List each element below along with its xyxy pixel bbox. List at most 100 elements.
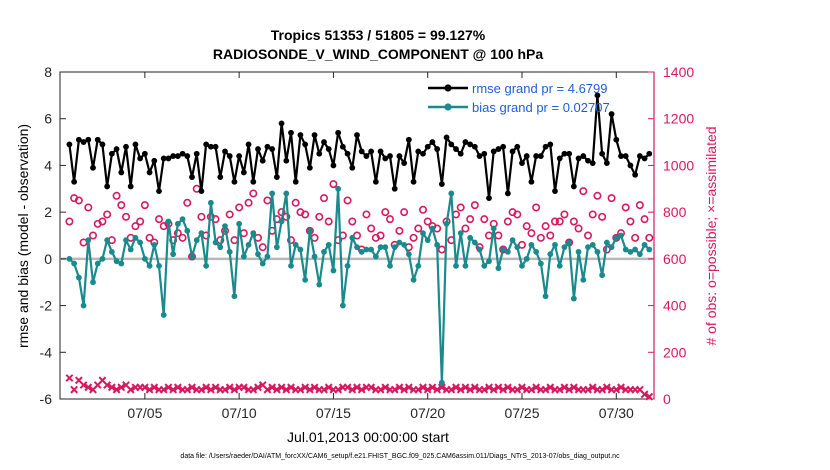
bias-point xyxy=(552,241,558,248)
obs-assimilated-point xyxy=(565,385,574,394)
rmse-point xyxy=(292,178,299,185)
legend-bias-label: bias grand pr = 0.02707 xyxy=(472,100,610,115)
bias-point xyxy=(335,185,342,192)
bias-point xyxy=(500,246,507,253)
bias-point xyxy=(179,216,186,223)
bias-point xyxy=(533,248,540,255)
rmse-point xyxy=(556,155,563,162)
y-tick-label-right: 400 xyxy=(663,298,687,314)
obs-possible-point xyxy=(579,187,588,196)
obs-possible-point xyxy=(319,194,328,203)
subtitle: RADIOSONDE_V_WIND_COMPONENT @ 100 hPa xyxy=(213,46,543,62)
bias-point xyxy=(443,220,450,227)
rmse-point xyxy=(420,150,426,157)
rmse-point xyxy=(165,155,172,162)
bias-point xyxy=(339,302,346,309)
rmse-point xyxy=(231,178,238,185)
bias-point xyxy=(396,239,403,246)
bias-point xyxy=(264,253,271,260)
obs-assimilated-point xyxy=(230,385,239,394)
rmse-point xyxy=(170,153,177,159)
obs-assimilated-point xyxy=(381,383,390,392)
bias-point xyxy=(123,237,129,244)
rmse-point xyxy=(297,132,304,138)
bias-point xyxy=(146,262,153,269)
obs-assimilated-point xyxy=(211,383,220,392)
obs-assimilated-point xyxy=(206,385,215,394)
rmse-point xyxy=(405,136,412,143)
plot-area xyxy=(59,71,655,400)
rmse-point xyxy=(151,157,158,164)
rmse-point xyxy=(391,185,398,192)
obs-assimilated-point xyxy=(404,383,413,392)
obs-possible-point xyxy=(329,180,338,189)
obs-possible-point xyxy=(598,212,607,221)
rmse-point xyxy=(490,148,497,155)
bias-point xyxy=(410,276,417,283)
obs-possible-point xyxy=(301,210,310,219)
obs-possible-point xyxy=(136,217,145,226)
rmse-point xyxy=(387,153,393,159)
rmse-point xyxy=(632,171,639,178)
bias-point xyxy=(467,234,474,241)
rmse-point xyxy=(438,181,445,188)
bias-point xyxy=(288,262,294,269)
obs-possible-point xyxy=(503,217,512,226)
y-tick-label-right: 600 xyxy=(663,251,687,267)
rmse-point xyxy=(156,188,162,195)
obs-assimilated-point xyxy=(428,383,437,392)
obs-assimilated-point xyxy=(324,383,333,392)
obs-assimilated-point xyxy=(107,383,116,392)
legend-rmse-marker xyxy=(444,84,452,92)
bias-point xyxy=(632,246,639,253)
bias-point xyxy=(160,312,167,318)
bias-point xyxy=(222,223,228,230)
rmse-point xyxy=(259,157,266,164)
obs-assimilated-point xyxy=(84,383,93,392)
obs-assimilated-point xyxy=(499,385,508,394)
bias-point xyxy=(561,244,568,251)
y-axis-label-right: # of obs: o=possible; ×=assimilated xyxy=(703,126,719,345)
rmse-point xyxy=(288,129,294,136)
bias-point xyxy=(537,260,544,267)
bias-point xyxy=(622,246,629,253)
bias-point xyxy=(198,230,205,237)
bias-point xyxy=(363,246,370,253)
bias-point xyxy=(344,262,351,269)
bias-point xyxy=(174,220,181,227)
y-tick-label-right: 1000 xyxy=(663,157,694,173)
obs-possible-point xyxy=(541,222,550,231)
obs-possible-point xyxy=(574,224,583,233)
bias-point xyxy=(486,258,492,265)
rmse-point xyxy=(410,178,417,185)
obs-assimilated-point xyxy=(221,385,229,394)
rmse-point xyxy=(504,190,511,197)
bias-point xyxy=(108,248,115,255)
rmse-point xyxy=(453,146,459,152)
obs-possible-point xyxy=(560,210,569,219)
rmse-point xyxy=(457,150,464,157)
rmse-point xyxy=(160,155,167,162)
x-tick-label: 07/05 xyxy=(127,405,162,421)
bias-point xyxy=(278,218,285,225)
bias-point xyxy=(283,190,290,197)
obs-possible-point xyxy=(367,224,376,233)
rmse-point xyxy=(226,153,233,159)
bias-point xyxy=(85,237,92,244)
bias-point xyxy=(490,225,497,232)
obs-assimilated-point xyxy=(390,385,399,394)
rmse-point xyxy=(434,146,441,152)
obs-possible-point xyxy=(546,231,555,240)
obs-possible-point xyxy=(385,215,394,224)
bias-point xyxy=(236,220,243,227)
obs-assimilated-point xyxy=(395,383,404,392)
obs-possible-point xyxy=(593,191,602,200)
rmse-point xyxy=(179,150,186,157)
y-axis-label-left: rmse and bias (model - observation) xyxy=(15,124,31,348)
obs-assimilated-point xyxy=(419,383,427,392)
y-axis-right: 0 200 400 600 800 1000 1200 1400 xyxy=(648,64,694,407)
obs-assimilated-point xyxy=(254,383,262,392)
rmse-point xyxy=(354,132,360,138)
bias-point xyxy=(358,248,365,255)
bias-point xyxy=(203,262,210,269)
